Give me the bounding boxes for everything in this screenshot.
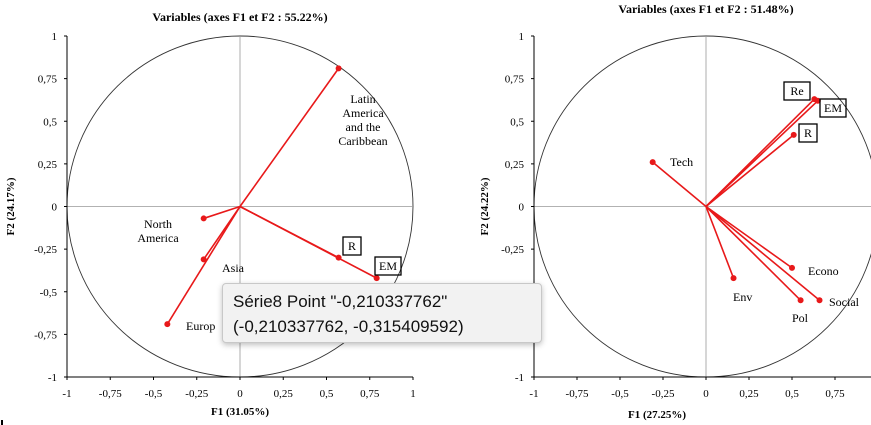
data-point[interactable]: [730, 275, 737, 282]
data-point[interactable]: [789, 264, 795, 271]
vector-line: [239, 205, 378, 279]
x-tick-label: -0,75: [99, 388, 122, 400]
y-tick-label: 1: [519, 31, 525, 43]
data-label: Env: [733, 290, 752, 304]
data-point[interactable]: [164, 321, 171, 328]
data-point[interactable]: [649, 159, 656, 166]
data-point[interactable]: [790, 131, 797, 138]
x-tick-label: -1: [529, 388, 538, 400]
vector-line: [705, 100, 819, 208]
vector-line: [203, 205, 241, 220]
label-box: [819, 98, 847, 118]
y-tick-label: 0,25: [38, 159, 58, 171]
y-tick-label: 0,25: [505, 159, 525, 171]
x-tick-label: -0,25: [652, 388, 675, 400]
chart-title: Variables (axes F1 et F2 : 51.48%): [618, 2, 793, 16]
vector-line: [705, 205, 793, 269]
x-tick-label: -0,25: [185, 388, 208, 400]
data-label: Europ: [186, 319, 215, 333]
y-tick-label: -1: [515, 372, 524, 384]
data-point[interactable]: [373, 275, 380, 282]
y-tick-label: 0: [52, 202, 58, 214]
chart-left[interactable]: 1 0,75 0,5 0,25 0 -0,25 -0,5 -0,75 -1 -1 -0,75 -0,5…: [5, 10, 416, 418]
x-axis-label: F1 (31.05%): [211, 406, 269, 418]
x-tick-label: -0,75: [566, 388, 589, 400]
vector-line: [705, 205, 821, 301]
data-label: Social: [829, 295, 860, 309]
vector-line: [705, 205, 802, 301]
y-tick-label: 0,5: [43, 116, 57, 128]
y-tick-label: -0,25: [501, 244, 524, 256]
x-tick-label: 0,25: [739, 388, 759, 400]
x-tick-label: 0,5: [785, 388, 799, 400]
data-point[interactable]: [335, 65, 342, 72]
data-label: Re: [790, 84, 803, 98]
vector-line: [705, 134, 795, 208]
y-tick-label: 0,75: [38, 74, 58, 86]
vector-line: [652, 161, 707, 208]
data-label: North America: [137, 217, 179, 245]
tooltip-line-1: Série8 Point "-0,210337762": [233, 292, 448, 311]
data-label: Asia: [222, 261, 245, 275]
x-tick-label: 0: [237, 388, 243, 400]
data-label: R: [804, 126, 812, 140]
y-tick-label: -0,75: [34, 329, 57, 341]
data-point[interactable]: [797, 297, 804, 304]
x-axis-label: F1 (27.25%): [628, 409, 686, 421]
corner-mark: [1, 420, 3, 425]
y-tick-label: 1: [52, 31, 58, 43]
y-tick-label: -0,5: [40, 287, 58, 299]
data-point[interactable]: [816, 297, 823, 304]
data-label: Pol: [792, 311, 809, 325]
y-axis-label: F2 (24.22%): [479, 177, 491, 235]
data-point-tooltip: Série8 Point "-0,210337762" (-0,21033776…: [222, 283, 542, 343]
x-tick-label: 1: [410, 388, 416, 400]
x-tick-label: 0,5: [320, 388, 334, 400]
label-box: [798, 123, 818, 143]
vector-line: [166, 206, 241, 325]
tooltip-line-2: (-0,210337762, -0,315409592): [233, 317, 464, 336]
y-tick-label: 0,5: [510, 116, 524, 128]
x-tick-label: 0: [703, 388, 709, 400]
y-tick-label: 0,75: [505, 74, 525, 86]
label-box: [374, 256, 402, 276]
label-box: [342, 236, 362, 256]
x-tick-label: -0,5: [145, 388, 163, 400]
x-tick-label: 0,25: [274, 388, 294, 400]
data-label: Tech: [670, 155, 693, 169]
y-tick-label: -0,25: [34, 244, 57, 256]
data-point[interactable]: [814, 97, 821, 104]
label-box: [783, 81, 811, 101]
x-tick-label: 0,75: [360, 388, 380, 400]
chart-title: Variables (axes F1 et F2 : 55.22%): [152, 10, 327, 24]
data-label: EM: [379, 259, 397, 273]
vector-line: [705, 206, 735, 279]
data-label: Latin America and the Caribbean: [338, 92, 387, 148]
data-label: Econo: [808, 264, 839, 278]
y-tick-label: 0: [519, 202, 525, 214]
y-tick-label: -1: [48, 372, 57, 384]
y-axis-label: F2 (24.17%): [5, 177, 17, 235]
data-point[interactable]: [200, 256, 207, 263]
x-tick-label: -1: [62, 388, 71, 400]
x-tick-label: -0,5: [611, 388, 629, 400]
x-tick-label: 0,75: [825, 388, 845, 400]
vector-line: [239, 67, 340, 207]
data-label: R: [348, 239, 356, 253]
data-point[interactable]: [200, 215, 207, 222]
chart-right[interactable]: 10,750,50,250-0,25-0,5-0,75-1-1-0,75-0,5…: [479, 2, 871, 421]
data-label: EM: [824, 101, 842, 115]
